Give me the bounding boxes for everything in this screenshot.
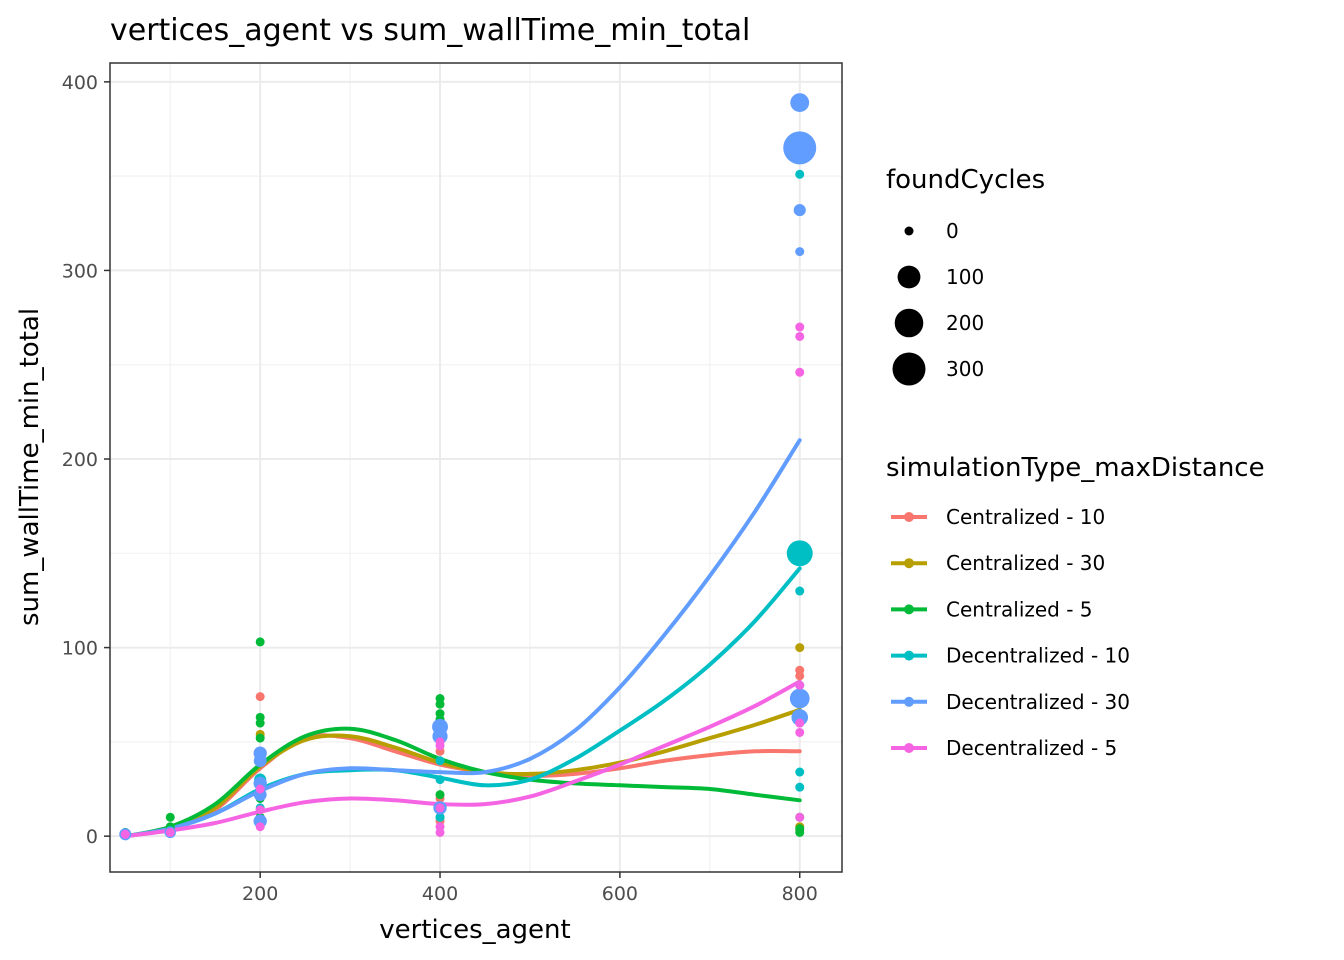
size-legend-key [897,265,921,289]
y-tick-label: 200 [62,449,98,471]
data-point [255,733,265,743]
data-point [435,775,445,785]
data-point [253,754,267,768]
y-tick-label: 100 [62,638,98,660]
smooth-line [123,438,802,839]
data-point [435,803,445,813]
smooth-lines [123,438,802,839]
data-point [786,540,813,567]
color-legend-label: Centralized - 10 [946,505,1105,529]
x-axis-title: vertices_agent [379,915,570,945]
data-point [795,827,805,837]
size-legend-label: 200 [946,311,984,335]
data-point [435,756,445,766]
color-legend-label: Centralized - 30 [946,551,1105,575]
size-legend-label: 100 [946,265,984,289]
color-legend-dot [904,604,914,615]
data-point [435,741,445,751]
data-point [120,829,130,839]
y-tick-label: 300 [62,260,98,282]
data-point [789,688,810,709]
data-points [119,93,817,841]
data-point [795,331,805,341]
color-legend-title: simulationType_maxDistance [886,453,1265,483]
data-point [795,767,805,777]
color-legend-dot [904,696,914,707]
x-tick-label: 800 [782,883,818,905]
x-tick-label: 400 [422,883,458,905]
data-point [165,827,175,837]
color-legend: simulationType_maxDistance Centralized -… [886,453,1265,760]
color-legend-dot [904,650,914,661]
data-point [435,812,445,822]
data-point [795,643,805,653]
y-tick-label: 0 [86,826,98,848]
data-point [255,784,265,794]
x-tick-label: 200 [242,883,278,905]
smooth-line [123,726,802,839]
size-legend-title: foundCycles [886,165,1045,195]
color-legend-label: Decentralized - 5 [946,736,1117,760]
color-legend-dot [904,512,914,522]
size-legend-label: 0 [946,219,959,243]
data-point [795,680,805,690]
data-point [255,637,265,647]
data-point [795,322,805,332]
data-point [435,827,445,837]
x-tick-label: 600 [602,883,638,905]
color-legend-label: Decentralized - 30 [946,690,1130,714]
data-point [795,727,805,737]
axis-ticks: 200 400 600 800 0 100 200 300 400 [62,72,818,905]
color-legend-label: Decentralized - 10 [946,644,1130,668]
smooth-line [123,679,802,839]
y-tick-label: 400 [62,72,98,94]
data-point [165,812,175,822]
color-legend-dot [904,558,914,569]
data-point [795,169,805,179]
data-point [795,247,805,257]
data-point [255,822,265,832]
size-legend-key [892,352,926,386]
data-point [435,699,445,709]
size-legend: foundCycles 0 100 200 300 [886,165,1045,386]
data-point [795,718,805,728]
size-legend-key [894,308,924,338]
data-point [793,204,806,217]
color-legend-label: Centralized - 5 [946,597,1093,621]
panel-border [109,62,843,873]
data-point [255,805,265,815]
data-point [795,367,805,377]
data-point [255,692,265,702]
color-legend-dot [904,743,914,753]
data-point [795,671,805,681]
data-point [795,782,805,792]
data-point [790,93,810,113]
size-legend-key [904,226,914,236]
data-point [435,790,445,800]
grid [110,63,842,872]
data-point [795,812,805,822]
size-legend-label: 300 [946,357,984,381]
data-point [255,718,265,728]
y-axis-title: sum_wallTime_min_total [15,308,45,626]
chart-title: vertices_agent vs sum_wallTime_min_total [110,13,750,48]
data-point [795,586,805,596]
data-point [783,131,817,165]
